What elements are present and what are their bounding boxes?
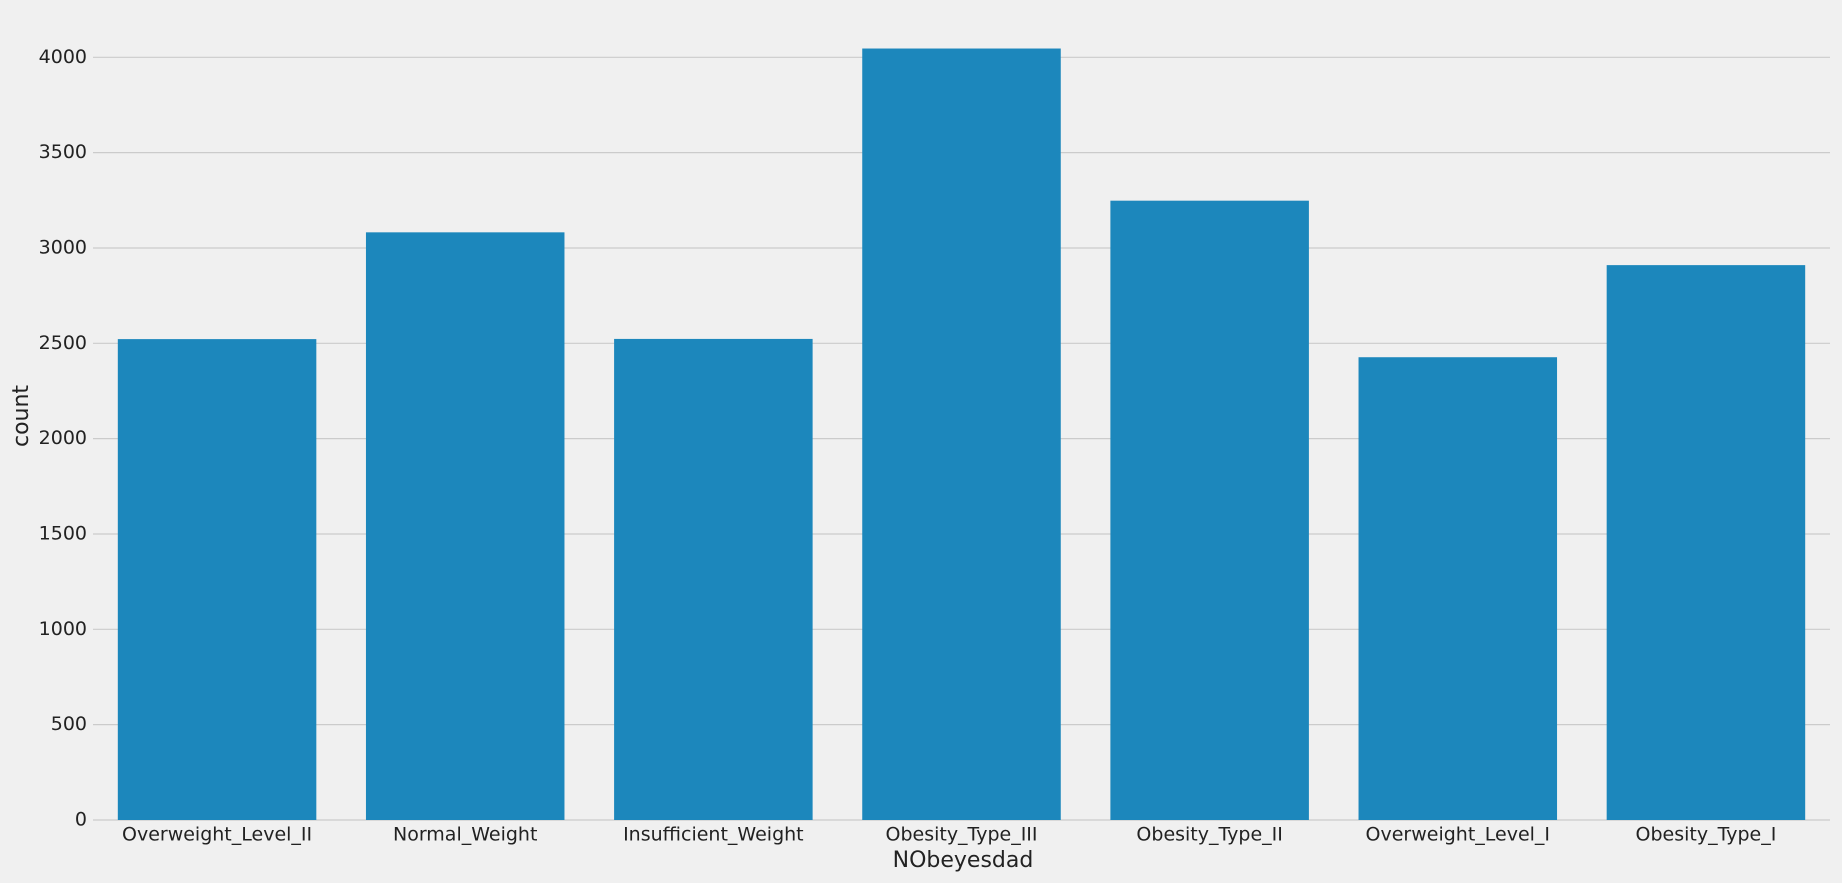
x-tick-label: Normal_Weight [393, 824, 537, 846]
bar [1358, 357, 1558, 820]
x-tick-label: Overweight_Level_II [122, 824, 312, 846]
x-tick-label: Insufficient_Weight [623, 824, 804, 846]
bar [614, 338, 813, 820]
x-tick-label: Obesity_Type_II [1136, 824, 1282, 846]
x-axis-label: NObeyesdad [893, 848, 1034, 873]
bar [1110, 200, 1309, 820]
y-tick-label: 1000 [39, 618, 87, 640]
y-tick-label: 3500 [39, 141, 87, 163]
y-tick-label: 2500 [39, 332, 87, 354]
y-tick-label: 500 [51, 713, 87, 735]
bar [117, 339, 317, 820]
y-tick-label: 1500 [39, 522, 87, 544]
y-axis-label: count [9, 385, 34, 447]
x-tick-label: Obesity_Type_I [1636, 824, 1777, 846]
bar [862, 48, 1061, 820]
bar [1606, 265, 1806, 821]
x-tick-label: Obesity_Type_III [885, 824, 1037, 846]
x-tick-label: Overweight_Level_I [1366, 824, 1551, 846]
y-tick-label: 0 [75, 809, 87, 831]
y-tick-label: 3000 [39, 236, 87, 258]
bar [365, 232, 565, 820]
y-tick-label: 4000 [39, 46, 87, 68]
y-tick-label: 2000 [39, 427, 87, 449]
